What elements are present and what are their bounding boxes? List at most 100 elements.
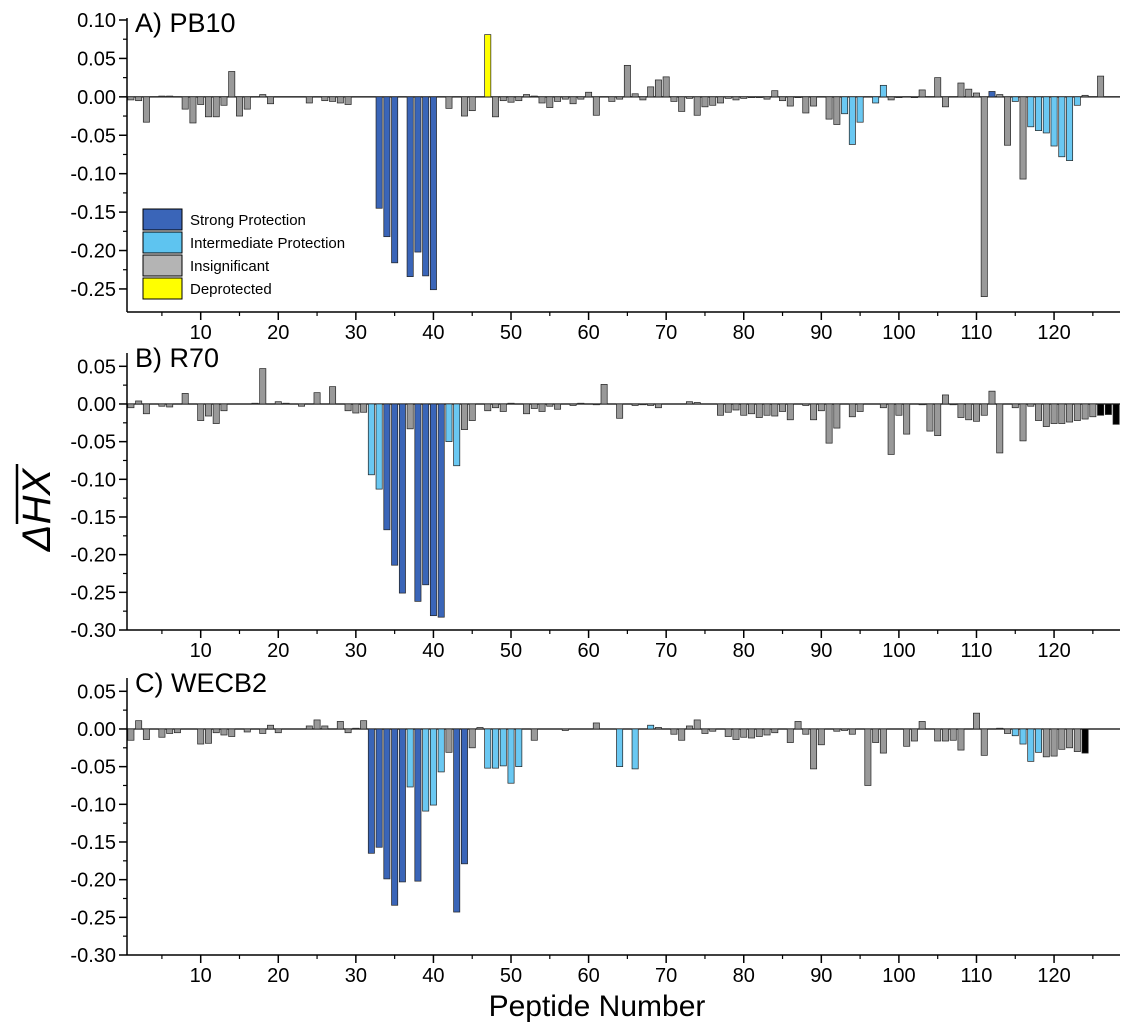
bar-peptide-115 — [1011, 403, 1019, 409]
bar-peptide-113 — [996, 727, 1004, 730]
bar-peptide-94 — [848, 728, 856, 735]
legend-swatch-strong — [142, 208, 183, 231]
y-tick-label: -0.20 — [70, 870, 116, 892]
bar-peptide-96 — [864, 728, 872, 786]
x-tick-label: 10 — [190, 965, 212, 987]
bar-peptide-1 — [127, 403, 135, 409]
bar-peptide-53 — [530, 403, 538, 409]
bar-peptide-111 — [980, 403, 988, 416]
bar-peptide-6 — [166, 95, 174, 98]
bar-peptide-18 — [259, 728, 267, 734]
bar-peptide-90 — [817, 728, 825, 746]
y-tick-label: 0.00 — [77, 394, 116, 416]
bar-peptide-88 — [802, 728, 810, 735]
bar-peptide-21 — [282, 402, 290, 405]
y-axis-title: ΔHX — [15, 464, 59, 552]
legend-label-deprotected: Deprotected — [190, 281, 272, 298]
x-tick-label: 70 — [655, 965, 677, 987]
bar-peptide-84 — [771, 728, 779, 734]
bar-peptide-52 — [523, 94, 530, 98]
panel-title: C) WECB2 — [135, 668, 267, 698]
bar-peptide-95 — [856, 403, 864, 412]
x-tick-label: 80 — [733, 640, 755, 662]
bar-peptide-128 — [1112, 403, 1120, 425]
chart-panel-3: 0.05 0.00 -0.05 -0.10 -0.15 -0.20 -0.25 -0.30 10… — [70, 668, 1120, 987]
bar-peptide-87 — [794, 96, 802, 98]
bar-peptide-85 — [779, 403, 786, 412]
bar-peptide-64 — [616, 728, 624, 767]
legend-label-intermediate: Intermediate Protection — [190, 235, 345, 252]
bar-peptide-80 — [740, 96, 748, 99]
bar-peptide-67 — [639, 403, 647, 406]
bar-peptide-126 — [1097, 403, 1105, 416]
bar-peptide-74 — [693, 719, 701, 730]
bar-peptide-97 — [872, 96, 880, 104]
panel-title: B) R70 — [135, 343, 219, 373]
bar-peptide-120 — [1050, 403, 1058, 424]
bar-peptide-94 — [848, 96, 856, 145]
bar-peptide-56 — [554, 96, 562, 102]
bar-peptide-64 — [616, 96, 624, 100]
bar-peptide-2 — [135, 96, 143, 102]
bar-peptide-41 — [437, 403, 445, 618]
bar-peptide-20 — [274, 728, 282, 734]
bar-peptide-97 — [872, 728, 880, 743]
bar-peptide-48 — [492, 96, 499, 118]
bar-peptide-59 — [577, 96, 585, 100]
bar-peptide-91 — [825, 96, 833, 120]
x-tick-label: 110 — [961, 322, 993, 344]
x-tick-label: 110 — [961, 965, 993, 987]
bar-peptide-98 — [879, 84, 887, 98]
bar-peptide-125 — [1089, 403, 1097, 418]
bar-peptide-45 — [468, 403, 476, 421]
bar-peptide-71 — [670, 728, 678, 735]
x-tick-label: 80 — [733, 322, 755, 344]
bar-peptide-8 — [181, 393, 189, 405]
x-tick-label: 70 — [655, 640, 677, 662]
bar-peptide-103 — [918, 721, 926, 730]
x-tick-label: 20 — [267, 965, 289, 987]
x-tick-label: 50 — [500, 322, 522, 344]
y-axis-title-text: ΔHX — [15, 467, 59, 552]
y-tick-label: -0.20 — [70, 241, 116, 263]
x-tick-label: 50 — [500, 640, 522, 662]
y-tick-label: 0.00 — [77, 719, 116, 741]
bar-peptide-38 — [414, 96, 422, 253]
bar-peptide-105 — [934, 403, 942, 436]
bar-peptide-51 — [515, 96, 523, 102]
bar-peptide-54 — [538, 96, 546, 104]
bar-peptide-95 — [856, 96, 864, 123]
bar-peptide-39 — [422, 96, 430, 277]
bar-peptide-85 — [779, 96, 786, 102]
y-tick-label: 0.00 — [77, 87, 116, 109]
bar-peptide-28 — [336, 96, 344, 104]
bar-peptide-3 — [142, 403, 150, 415]
bar-peptide-66 — [631, 93, 639, 98]
bar-peptide-27 — [329, 386, 337, 405]
bar-peptide-117 — [1027, 96, 1035, 128]
bar-peptide-45 — [468, 96, 476, 112]
bar-peptide-92 — [833, 728, 841, 732]
bar-peptide-91 — [825, 403, 833, 444]
bar-peptide-81 — [748, 96, 755, 98]
bar-peptide-99 — [887, 403, 895, 455]
bar-peptide-49 — [499, 96, 507, 102]
bar-peptide-72 — [678, 96, 686, 112]
bar-peptide-116 — [1019, 728, 1027, 745]
bar-peptide-82 — [755, 403, 763, 418]
y-tick-label: -0.05 — [70, 432, 116, 454]
bar-peptide-58 — [569, 96, 577, 105]
x-tick-label: 60 — [577, 640, 599, 662]
bar-peptide-118 — [1035, 728, 1042, 753]
bar-peptide-103 — [918, 89, 926, 98]
bar-peptide-44 — [461, 728, 468, 865]
y-tick-label: -0.25 — [70, 582, 116, 604]
bar-peptide-1 — [127, 96, 135, 101]
bar-peptide-122 — [1066, 728, 1074, 749]
bar-peptide-78 — [724, 728, 732, 737]
bar-peptide-59 — [577, 402, 585, 405]
bar-peptide-10 — [197, 728, 205, 745]
bar-peptide-32 — [367, 728, 375, 854]
bar-peptide-75 — [701, 96, 709, 108]
